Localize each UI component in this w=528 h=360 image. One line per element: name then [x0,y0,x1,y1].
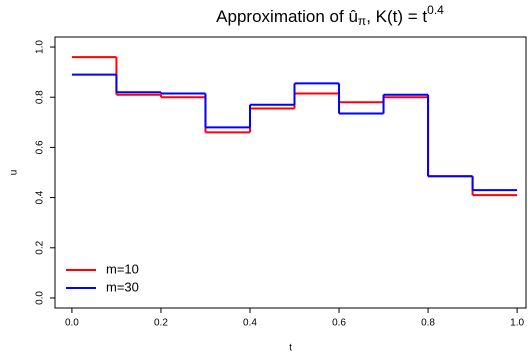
title-part: π [358,14,366,28]
x-tick-label: 0.0 [65,318,79,329]
chart-title: Approximation of ûπ, K(t) = t0.4 [216,3,444,28]
x-tick-label: 0.8 [421,318,435,329]
x-tick-label: 0.6 [332,318,346,329]
y-tick-label: 0.0 [35,291,46,305]
y-axis-label: u [9,170,20,176]
x-tick-label: 0.4 [243,318,257,329]
title-part: Approximation of û [216,7,358,26]
x-tick-label: 1.0 [510,318,524,329]
y-tick-label: 0.6 [35,140,46,154]
y-tick-label: 0.2 [35,240,46,254]
title-part: 0.4 [427,3,444,17]
legend-label: m=30 [106,279,139,294]
title-part: , K(t) = t [366,7,427,26]
plot-frame [54,36,527,309]
legend-label: m=10 [106,261,139,276]
x-axis-label: t [289,343,292,354]
y-tick-label: 1.0 [35,40,46,54]
y-tick-label: 0.8 [35,90,46,104]
x-tick-label: 0.2 [154,318,168,329]
y-tick-label: 0.4 [35,190,46,204]
